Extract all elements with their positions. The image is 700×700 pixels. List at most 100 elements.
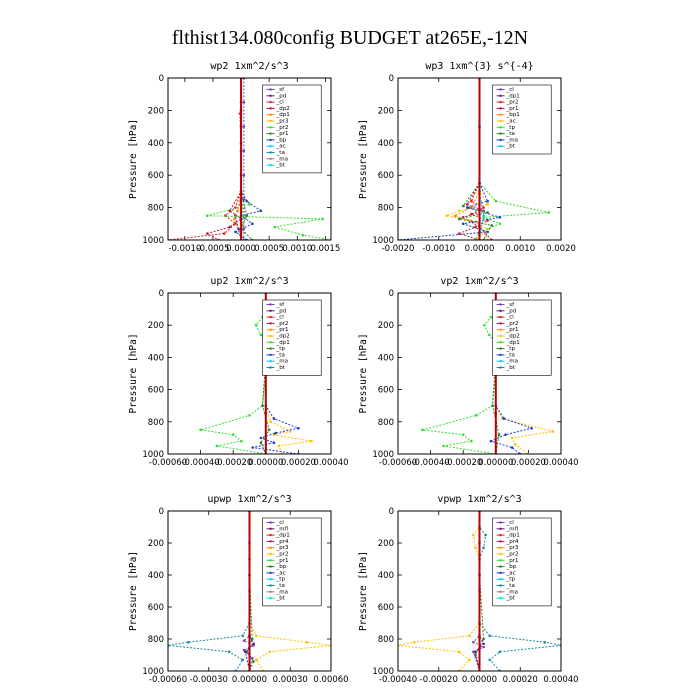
x-tick-label: -0.00020 bbox=[444, 458, 482, 468]
series-point bbox=[240, 439, 243, 443]
series-point bbox=[482, 206, 485, 209]
legend-entry: _dp1 bbox=[276, 112, 290, 118]
legend-marker bbox=[499, 527, 502, 530]
series-point bbox=[472, 533, 475, 537]
chart-panel-3: up2 1xm^2/s^3 Pressure [hPa] 0 200 400 600 800… bbox=[128, 276, 349, 468]
x-tick-label: -0.00060 bbox=[149, 458, 187, 468]
legend-entry: _ma bbox=[506, 589, 518, 595]
legend-marker bbox=[499, 559, 502, 562]
legend-entry: _pr2 bbox=[506, 100, 519, 106]
chart-panel-6: vpwp 1xm^2/s^3 Pressure [hPa] 0 200 400 600 80… bbox=[358, 494, 579, 685]
legend-marker bbox=[499, 126, 502, 129]
legend-entry: _dp1 bbox=[276, 533, 290, 539]
plot-frame bbox=[397, 77, 562, 241]
legend-box bbox=[262, 517, 322, 607]
series-point bbox=[267, 428, 271, 432]
series-point bbox=[245, 199, 248, 203]
series-group bbox=[168, 78, 331, 240]
y-axis-label: Pressure [hPa] bbox=[358, 333, 369, 413]
legend-entry: _dp1 bbox=[506, 533, 520, 539]
series-point bbox=[465, 203, 469, 206]
series-point bbox=[215, 444, 219, 448]
panel-title: wp3 1xm^{3} s^{-4} bbox=[425, 61, 533, 72]
legend-marker bbox=[269, 347, 272, 350]
x-tick-label: 0.00000 bbox=[478, 458, 513, 468]
series-point bbox=[486, 211, 489, 214]
legend-entry: _ma bbox=[276, 156, 288, 162]
legend-entry: _pr2 bbox=[506, 321, 519, 327]
series-point bbox=[514, 443, 517, 446]
legend-entry: _cl bbox=[276, 315, 285, 321]
legend-marker bbox=[499, 590, 502, 593]
legend-entry: _sf bbox=[276, 87, 286, 93]
series-point bbox=[199, 428, 202, 432]
legend-entry: _bp bbox=[276, 137, 287, 143]
series-point bbox=[482, 642, 485, 646]
series-point bbox=[489, 315, 493, 319]
series-point bbox=[228, 225, 232, 229]
legend-entry: _mfl bbox=[506, 526, 519, 532]
legend-entry: _pr1 bbox=[276, 558, 289, 564]
x-tick-label: 0.0010 bbox=[282, 244, 312, 254]
legend-marker bbox=[269, 315, 272, 319]
x-tick-label: -0.00020 bbox=[214, 458, 252, 468]
legend-entry: _ta bbox=[506, 352, 515, 358]
series-point bbox=[482, 546, 485, 550]
legend-marker bbox=[269, 322, 272, 325]
y-tick-label: 1000 bbox=[142, 667, 164, 677]
legend-entry: _bp bbox=[506, 564, 517, 570]
legend-entry: _tp bbox=[506, 577, 516, 583]
legend-entry: _ta bbox=[276, 352, 285, 358]
x-tick-label: -0.00030 bbox=[190, 675, 228, 685]
legend-entry: _bt bbox=[506, 596, 516, 602]
y-tick-label: 400 bbox=[148, 353, 164, 363]
y-tick-label: 1000 bbox=[372, 236, 394, 246]
y-tick-label: 1000 bbox=[372, 450, 394, 460]
legend-marker bbox=[499, 540, 502, 543]
series-line-ta bbox=[234, 78, 262, 240]
series-point bbox=[474, 650, 477, 654]
series-point bbox=[250, 637, 254, 641]
legend-entry: _dp1 bbox=[506, 340, 520, 346]
series-point bbox=[472, 640, 475, 644]
y-tick-label: 1000 bbox=[142, 236, 164, 246]
series-point bbox=[472, 650, 475, 654]
series-line-pr1 bbox=[249, 511, 331, 671]
series-point bbox=[259, 441, 263, 445]
y-tick-label: 0 bbox=[159, 289, 164, 299]
series-point bbox=[489, 439, 493, 443]
y-tick-label: 600 bbox=[148, 171, 164, 181]
series-point bbox=[248, 203, 251, 206]
legend: _cl_dp1_pr2_pr1_bp1_ac_tp_ta_ma_bt bbox=[492, 84, 552, 155]
series-point bbox=[206, 232, 209, 235]
legend-marker bbox=[499, 360, 502, 363]
legend-marker bbox=[499, 552, 502, 556]
series-point bbox=[551, 430, 555, 433]
legend-entry: _pr1 bbox=[506, 327, 519, 333]
legend: _sf_pd_cl_dp2_dp1_pr3_pr2_pr1_bp_ac_ta_m… bbox=[262, 84, 322, 174]
legend-entry: _pr1 bbox=[506, 558, 519, 564]
y-axis-label: Pressure [hPa] bbox=[128, 551, 139, 631]
x-tick-label: 0.00000 bbox=[248, 458, 283, 468]
series-line-pr1 bbox=[398, 511, 480, 671]
y-tick-label: 600 bbox=[378, 386, 394, 396]
series-point bbox=[252, 642, 255, 646]
series-point bbox=[187, 640, 190, 644]
series-point bbox=[274, 431, 277, 435]
y-tick-label: 800 bbox=[148, 204, 164, 214]
y-axis-label: Pressure [hPa] bbox=[358, 551, 369, 631]
series-point bbox=[242, 101, 246, 104]
series-point bbox=[484, 533, 487, 537]
series-point bbox=[413, 640, 416, 644]
x-tick-label: 0.0015 bbox=[311, 244, 341, 254]
legend-entry: _ma bbox=[506, 137, 518, 143]
panel-title: wp2 1xm^2/s^3 bbox=[210, 61, 288, 72]
legend-marker bbox=[499, 88, 502, 91]
legend-entry: _cl bbox=[506, 520, 515, 526]
legend-marker bbox=[499, 521, 502, 524]
series-point bbox=[468, 658, 471, 662]
legend-entry: _bp1 bbox=[506, 112, 520, 118]
legend-entry: _mfl bbox=[276, 526, 289, 532]
legend-entry: _tp bbox=[276, 346, 286, 352]
series-point bbox=[273, 225, 277, 229]
